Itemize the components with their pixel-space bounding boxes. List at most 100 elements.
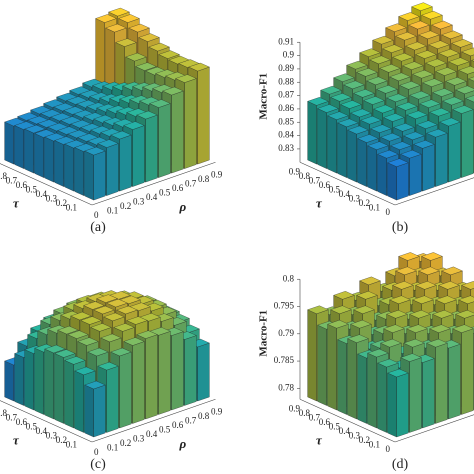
- bar-top: [425, 58, 447, 68]
- bar-side: [184, 335, 197, 406]
- bar-top: [398, 252, 420, 261]
- bar-top: [426, 128, 448, 138]
- bar-top: [350, 108, 372, 118]
- bar-top: [353, 305, 375, 314]
- bar-top: [461, 281, 474, 290]
- bar-side: [327, 115, 337, 174]
- z-tick-label: 0.85: [278, 116, 294, 126]
- x-tick-label: 0.5: [159, 188, 171, 198]
- bar-top: [431, 20, 453, 30]
- bar-top: [465, 95, 474, 103]
- y-tick-label: 0.8: [0, 408, 8, 418]
- bar-top: [406, 324, 428, 333]
- bar-top: [123, 121, 145, 130]
- bar-top: [356, 68, 378, 77]
- bar-side: [461, 109, 474, 178]
- bar-side: [132, 341, 145, 424]
- x-tick-label: 0.8: [198, 411, 210, 421]
- bar-top: [383, 324, 405, 333]
- bar-side: [74, 147, 84, 196]
- bar-top: [175, 74, 197, 83]
- y-tick-label: 0.1: [66, 440, 77, 450]
- bar-side: [317, 324, 327, 406]
- bar-side: [158, 331, 171, 415]
- bar-side: [14, 353, 24, 406]
- z-tick-label: 0.79: [278, 328, 294, 338]
- y-tick-label: 0.8: [0, 171, 8, 181]
- bar-top: [402, 61, 424, 70]
- bar-top: [380, 338, 402, 348]
- x-tick-label: 0.1: [107, 443, 118, 453]
- z-tick-label: 0.785: [274, 355, 295, 365]
- z-tick-label: 0.91: [278, 36, 294, 46]
- bar-top: [307, 305, 329, 314]
- bar-top: [347, 125, 369, 135]
- x-tick-label: 0.2: [120, 438, 131, 448]
- bar-top: [458, 295, 474, 304]
- bar-top: [452, 324, 474, 333]
- x-tick-label: 0.3: [133, 434, 145, 444]
- bar-top: [385, 23, 407, 32]
- y-tick-label: 0.2: [359, 435, 370, 445]
- bar-side: [435, 132, 448, 187]
- bar-top: [356, 291, 378, 300]
- panel: [297, 252, 474, 443]
- bar-top: [445, 77, 467, 86]
- bar-top: [57, 325, 79, 335]
- z-axis-label: Macro-F1: [258, 310, 270, 357]
- bar-side: [448, 121, 461, 183]
- bar-top: [370, 124, 392, 133]
- x-tick-label: 0: [94, 447, 99, 457]
- bar-top: [451, 39, 473, 48]
- bar-top: [392, 52, 414, 62]
- bar-side: [377, 362, 387, 433]
- y-axis-label: τ: [13, 433, 20, 448]
- bar-top: [327, 319, 349, 329]
- y-tick-label: 0.6: [16, 180, 28, 190]
- bar-top: [115, 38, 137, 47]
- bar-top: [64, 356, 86, 365]
- bar-top: [149, 99, 171, 108]
- bar-top: [118, 14, 140, 23]
- bar-side: [4, 121, 14, 165]
- bar-side: [197, 66, 210, 165]
- bar-top: [419, 99, 441, 108]
- bar-top: [383, 113, 405, 122]
- bar-side: [84, 150, 94, 201]
- bar-top: [399, 81, 421, 90]
- axis-line: [299, 161, 396, 206]
- bar-top: [357, 134, 379, 143]
- bar-top: [123, 337, 145, 346]
- bar-side: [307, 309, 317, 402]
- bar-top: [408, 20, 430, 30]
- bar-top: [327, 111, 349, 120]
- bar-side: [64, 360, 74, 429]
- bar-top: [452, 105, 474, 114]
- bar-top: [406, 110, 428, 120]
- bar-side: [74, 370, 84, 433]
- bar-top: [387, 158, 409, 167]
- z-tick-label: 0.89: [278, 63, 294, 73]
- x-tick-label: 0.5: [159, 425, 171, 435]
- bar-top: [395, 31, 417, 41]
- z-tick-label: 0.83: [278, 143, 294, 153]
- y-tick-label: 0.8: [299, 408, 311, 418]
- y-axis-label: τ: [13, 196, 20, 211]
- bar-side: [106, 365, 119, 433]
- bar-top: [135, 62, 157, 71]
- bar-top: [438, 48, 460, 58]
- bar-side: [377, 153, 387, 196]
- bar-side: [24, 349, 34, 411]
- x-tick-label: 0.8: [198, 174, 210, 184]
- bar-top: [84, 380, 106, 390]
- bar-top: [337, 118, 359, 128]
- bar-side: [184, 78, 197, 169]
- bar-top: [442, 96, 464, 106]
- z-tick-label: 0.88: [278, 76, 294, 86]
- y-tick-label: 0.6: [16, 417, 28, 427]
- bar-top: [377, 149, 399, 159]
- bar-top: [448, 57, 470, 66]
- bar-side: [44, 136, 54, 183]
- panel: [0, 290, 216, 443]
